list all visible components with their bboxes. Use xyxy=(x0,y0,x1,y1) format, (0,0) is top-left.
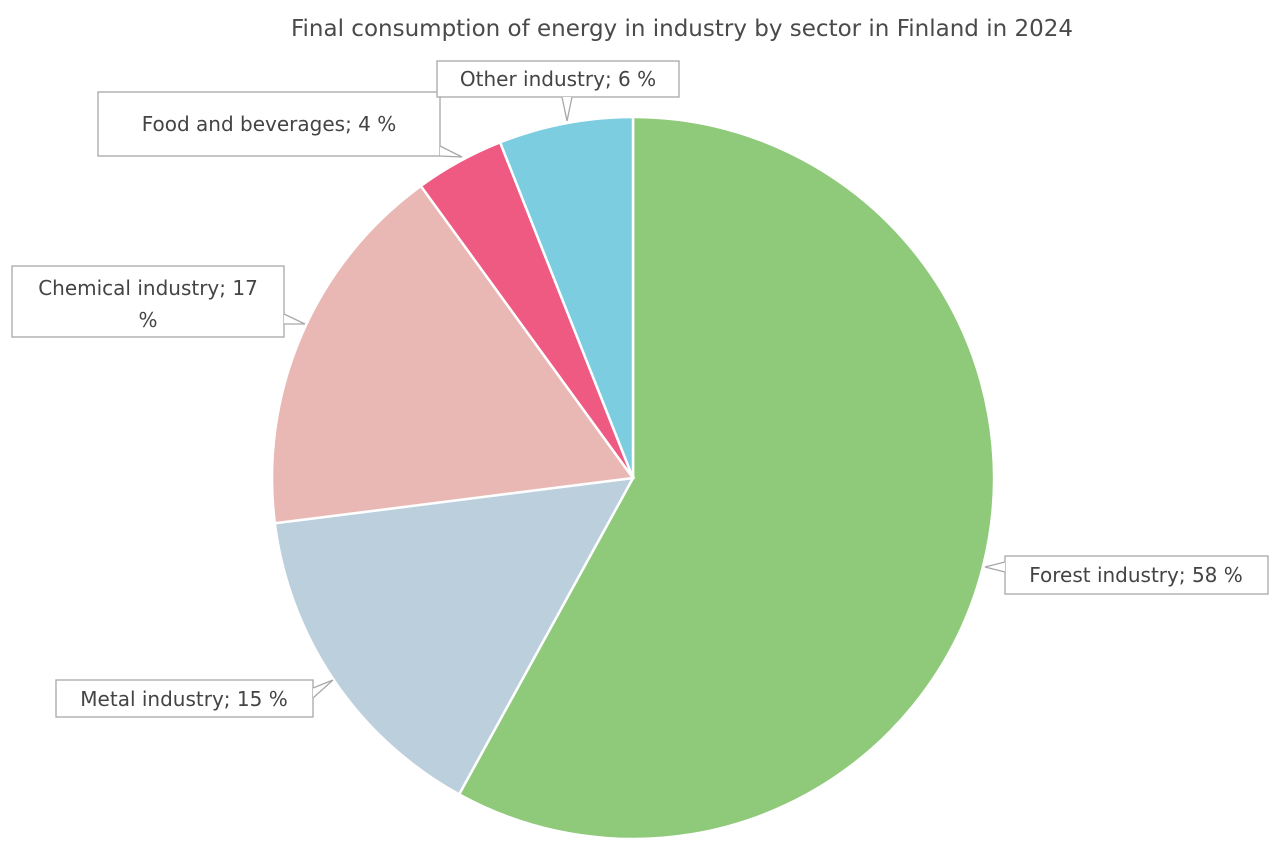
label-box xyxy=(97,91,441,157)
data-label-chemical-industry: Chemical industry; 17% xyxy=(11,265,306,338)
data-label-metal-industry: Metal industry; 15 % xyxy=(55,679,334,718)
data-label-forest-industry: Forest industry; 58 % xyxy=(984,555,1269,595)
data-label-food-and-beverages: Food and beverages; 4 % xyxy=(97,91,463,158)
label-box xyxy=(1004,555,1269,595)
data-label-text: Forest industry; 58 % xyxy=(1029,563,1243,587)
label-pointer xyxy=(439,145,463,158)
pie-slice-chemical-industry xyxy=(270,184,636,525)
pie-slice-metal-industry xyxy=(273,476,636,797)
label-box xyxy=(11,265,285,338)
data-label-text: Chemical industry; 17 xyxy=(38,276,258,300)
label-box xyxy=(55,679,314,718)
label-pointer xyxy=(283,313,306,325)
label-pointer xyxy=(312,679,334,699)
label-box xyxy=(436,60,680,98)
label-pointer xyxy=(984,561,1006,573)
data-label-other-industry: Other industry; 6 % xyxy=(436,60,680,122)
data-label-text: Metal industry; 15 % xyxy=(80,687,287,711)
data-label-text: Other industry; 6 % xyxy=(460,67,656,91)
data-label-text: % xyxy=(138,308,157,332)
chart-title: Final consumption of energy in industry … xyxy=(291,16,1073,42)
data-label-text: Food and beverages; 4 % xyxy=(142,112,397,136)
pie-slice-other-industry xyxy=(498,115,635,479)
pie-slice-forest-industry xyxy=(457,115,996,841)
label-pointer xyxy=(561,96,573,122)
